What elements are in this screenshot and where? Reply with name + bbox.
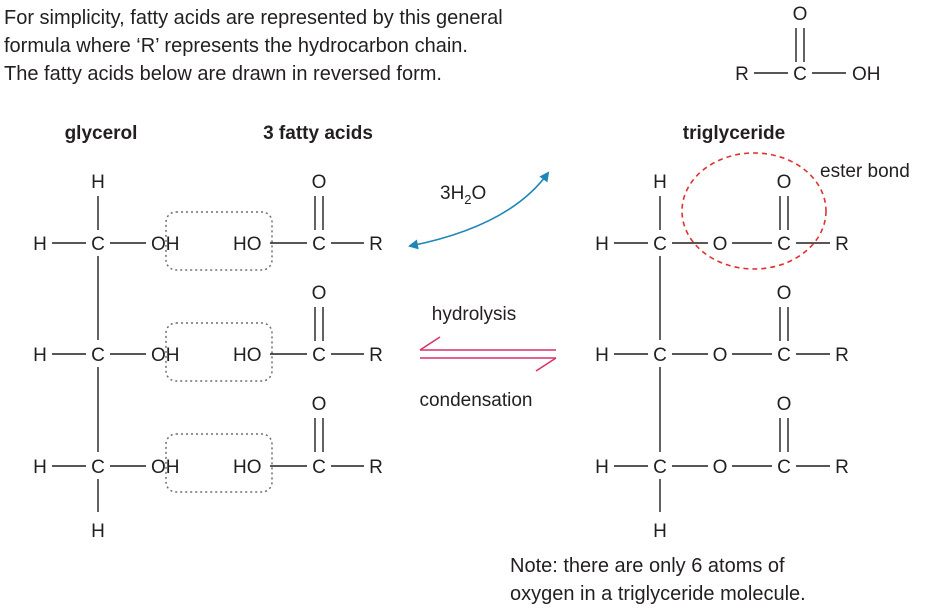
ester-bond-label: ester bond bbox=[820, 161, 910, 182]
atom-h: H bbox=[653, 521, 667, 542]
water-subscript: 2 bbox=[464, 192, 471, 207]
note-text: Note: there are only 6 atoms of oxygen i… bbox=[510, 552, 806, 608]
atom-ho: HO bbox=[233, 234, 262, 255]
atom-r: R bbox=[835, 234, 849, 255]
atom-r: R bbox=[369, 234, 383, 255]
general-formula: O R C OH bbox=[735, 4, 880, 85]
atom-o: O bbox=[777, 283, 792, 304]
atom-r: R bbox=[835, 457, 849, 478]
atom-h: H bbox=[33, 345, 47, 366]
atom-oh: OH bbox=[151, 345, 180, 366]
atom-h: H bbox=[595, 457, 609, 478]
condensation-arrow-head bbox=[536, 358, 556, 371]
water-oxygen: O bbox=[472, 183, 487, 204]
atom-h: H bbox=[91, 521, 105, 542]
general-formula-oh: OH bbox=[852, 64, 881, 85]
equilibrium-arrows bbox=[420, 337, 556, 371]
atom-c: C bbox=[312, 457, 326, 478]
atom-c: C bbox=[653, 234, 667, 255]
atom-c: C bbox=[91, 457, 105, 478]
hydrolysis-arrow-head bbox=[420, 337, 440, 350]
atom-h: H bbox=[595, 345, 609, 366]
atom-c: C bbox=[91, 345, 105, 366]
atom-o: O bbox=[777, 394, 792, 415]
atom-o: O bbox=[713, 345, 728, 366]
atom-ho: HO bbox=[233, 457, 262, 478]
atom-o: O bbox=[312, 172, 327, 193]
triglyceride-heading: triglyceride bbox=[683, 123, 785, 144]
atom-r: R bbox=[369, 457, 383, 478]
atom-h: H bbox=[91, 172, 105, 193]
hydrolysis-label: hydrolysis bbox=[432, 304, 516, 325]
atom-c: C bbox=[312, 234, 326, 255]
water-coefficient: 3H bbox=[440, 183, 464, 204]
atom-c: C bbox=[653, 345, 667, 366]
atom-o: O bbox=[312, 394, 327, 415]
atom-ho: HO bbox=[233, 345, 262, 366]
atom-c: C bbox=[777, 345, 791, 366]
atom-o: O bbox=[777, 172, 792, 193]
atom-h: H bbox=[33, 457, 47, 478]
glycerol-heading: glycerol bbox=[65, 123, 138, 144]
atom-c: C bbox=[312, 345, 326, 366]
ester-bond-circle bbox=[682, 153, 826, 269]
atom-r: R bbox=[835, 345, 849, 366]
water-label: 3H2O bbox=[440, 183, 486, 207]
atom-c: C bbox=[777, 234, 791, 255]
atom-oh: OH bbox=[151, 234, 180, 255]
triglyceride-molecule: H H H C O C R O H C O C bbox=[595, 172, 849, 542]
fatty-acids: O HO C R O HO C R O HO C R bbox=[233, 172, 383, 478]
note-line-1: Note: there are only 6 atoms of bbox=[510, 555, 785, 577]
atom-r: R bbox=[369, 345, 383, 366]
atom-c: C bbox=[91, 234, 105, 255]
atom-h: H bbox=[595, 234, 609, 255]
general-formula-c: C bbox=[793, 64, 807, 85]
general-formula-r: R bbox=[735, 64, 749, 85]
glycerol-molecule: H H H C OH H C OH H C OH bbox=[33, 172, 179, 542]
atom-o: O bbox=[713, 234, 728, 255]
atom-h: H bbox=[33, 234, 47, 255]
atom-h: H bbox=[653, 172, 667, 193]
fatty-acids-heading: 3 fatty acids bbox=[263, 123, 373, 144]
atom-c: C bbox=[653, 457, 667, 478]
atom-o: O bbox=[713, 457, 728, 478]
general-formula-o: O bbox=[793, 4, 808, 25]
atom-c: C bbox=[777, 457, 791, 478]
condensation-label: condensation bbox=[419, 390, 532, 411]
atom-o: O bbox=[312, 283, 327, 304]
note-line-2: oxygen in a triglyceride molecule. bbox=[510, 583, 806, 605]
